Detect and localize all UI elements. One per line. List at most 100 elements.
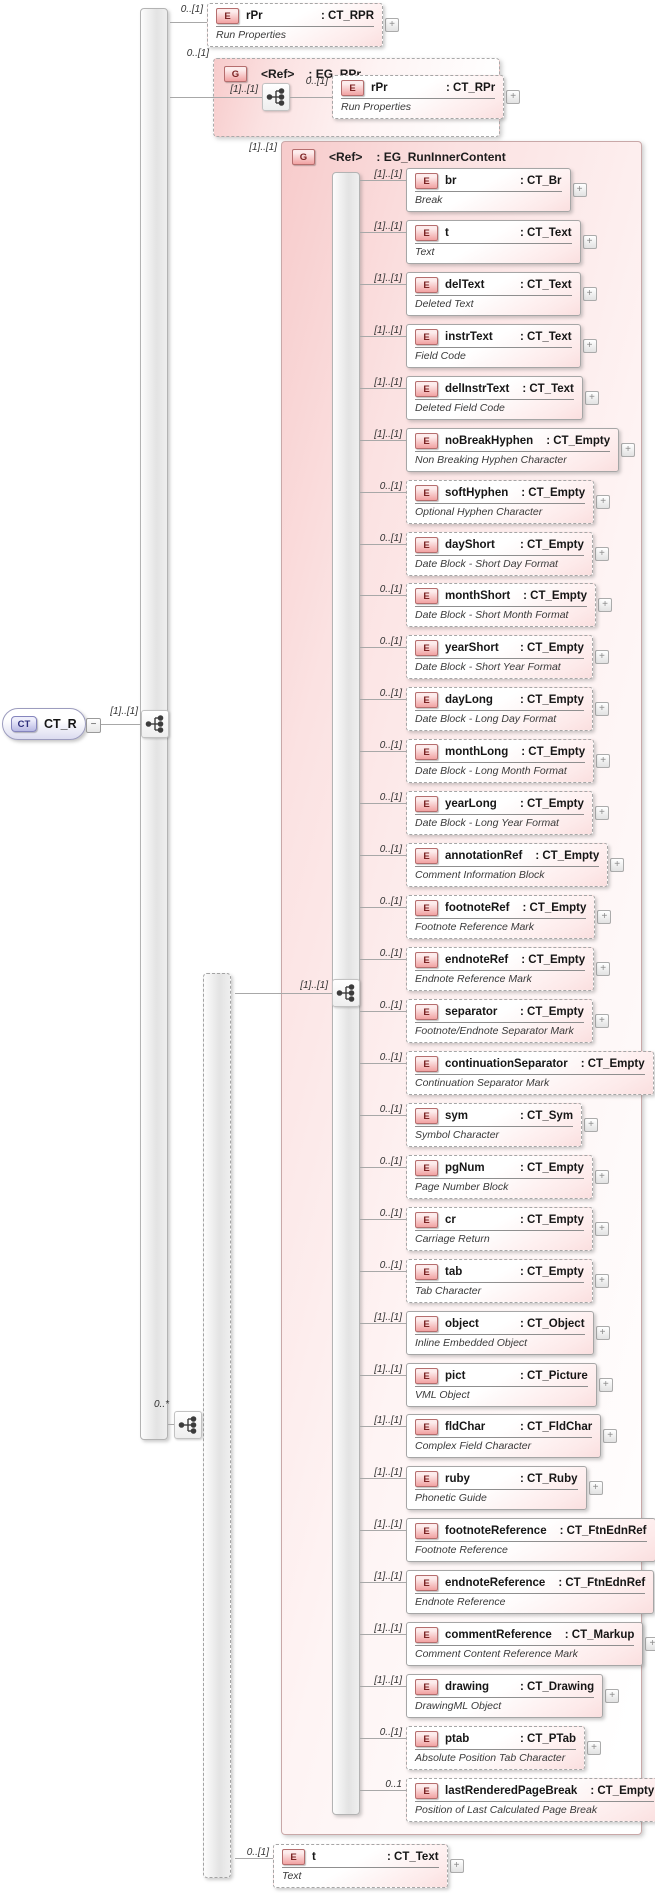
element-row: [1]..[1] E commentReference : CT_Markup …: [360, 1622, 655, 1666]
element-card[interactable]: E fldChar : CT_FldChar Complex Field Cha…: [406, 1414, 602, 1458]
element-card[interactable]: E delInstrText : CT_Text Deleted Field C…: [406, 376, 583, 420]
element-badge: E: [415, 796, 438, 812]
expand-button[interactable]: +: [584, 391, 599, 405]
expand-button[interactable]: +: [598, 1378, 613, 1392]
element-card[interactable]: E pict : CT_Picture VML Object: [406, 1363, 597, 1407]
element-card-rpr[interactable]: E rPr : CT_RPR Run Properties: [207, 3, 384, 47]
cardinality-label: [1]..[1]: [374, 169, 402, 180]
connector-line: [360, 1167, 406, 1168]
expand-button[interactable]: +: [596, 962, 611, 976]
expand-button[interactable]: +: [582, 339, 597, 353]
element-card[interactable]: E drawing : CT_Drawing DrawingML Object: [406, 1674, 604, 1718]
expand-button[interactable]: +: [605, 1689, 620, 1703]
element-row: [1]..[1] E drawing : CT_Drawing DrawingM…: [360, 1674, 620, 1718]
element-badge: E: [415, 640, 438, 656]
element-type: : CT_Empty: [520, 1266, 584, 1278]
expand-button[interactable]: +: [621, 443, 636, 457]
expand-button[interactable]: +: [594, 1274, 609, 1288]
element-annotation: Comment Information Block: [415, 869, 545, 881]
expand-button[interactable]: +: [645, 1637, 655, 1651]
expand-button[interactable]: +: [582, 235, 597, 249]
choice-icon[interactable]: [332, 979, 360, 1007]
element-card[interactable]: E instrText : CT_Text Field Code: [406, 324, 581, 368]
expand-button[interactable]: +: [506, 90, 521, 104]
sequence-icon[interactable]: [262, 83, 290, 111]
expand-button[interactable]: +: [584, 1118, 599, 1132]
expand-button[interactable]: +: [594, 650, 609, 664]
element-card-rpr-inner[interactable]: E rPr : CT_RPr Run Properties: [332, 75, 505, 119]
element-card[interactable]: E dayShort : CT_Empty Date Block - Short…: [406, 532, 593, 576]
expand-button[interactable]: +: [385, 18, 400, 32]
card-divider: [415, 1386, 588, 1387]
element-card[interactable]: E sym : CT_Sym Symbol Character: [406, 1103, 583, 1147]
element-card[interactable]: E cr : CT_Empty Carriage Return: [406, 1207, 593, 1251]
group-header[interactable]: G <Ref> : EG_RunInnerContent: [282, 142, 641, 167]
expand-button[interactable]: +: [610, 858, 625, 872]
element-card-t[interactable]: E t : CT_Text Text: [273, 1844, 448, 1888]
expand-button[interactable]: +: [594, 702, 609, 716]
expand-button[interactable]: +: [598, 598, 613, 612]
element-card[interactable]: E separator : CT_Empty Footnote/Endnote …: [406, 999, 593, 1043]
expand-button[interactable]: +: [603, 1429, 618, 1443]
expand-button[interactable]: +: [594, 1222, 609, 1236]
root-node-ct-r[interactable]: CT CT_R: [2, 708, 86, 740]
element-card[interactable]: E commentReference : CT_Markup Comment C…: [406, 1622, 644, 1666]
expand-button[interactable]: +: [594, 547, 609, 561]
sequence-icon[interactable]: [174, 1411, 202, 1439]
element-card[interactable]: E footnoteRef : CT_Empty Footnote Refere…: [406, 895, 596, 939]
expand-button[interactable]: +: [582, 287, 597, 301]
element-row-t: 0..[1] E t : CT_Text Text +: [235, 1844, 464, 1888]
element-row: [1]..[1] E ruby : CT_Ruby Phonetic Guide…: [360, 1466, 603, 1510]
expand-button[interactable]: +: [594, 1014, 609, 1028]
element-card[interactable]: E yearShort : CT_Empty Date Block - Shor…: [406, 635, 593, 679]
element-card[interactable]: E footnoteReference : CT_FtnEdnRef Footn…: [406, 1518, 655, 1562]
element-card[interactable]: E yearLong : CT_Empty Date Block - Long …: [406, 791, 593, 835]
expand-button[interactable]: +: [594, 1170, 609, 1184]
element-type: : CT_FtnEdnRef: [558, 1577, 646, 1589]
element-card[interactable]: E softHyphen : CT_Empty Optional Hyphen …: [406, 480, 595, 524]
element-card[interactable]: E monthLong : CT_Empty Date Block - Long…: [406, 739, 595, 783]
element-badge: E: [415, 900, 438, 916]
collapse-button[interactable]: −: [86, 718, 101, 733]
expand-button[interactable]: +: [595, 1326, 610, 1340]
expand-button[interactable]: +: [449, 1859, 464, 1873]
expand-button[interactable]: +: [596, 754, 611, 768]
cardinality-label: 0..[1]: [379, 948, 402, 959]
element-card[interactable]: E t : CT_Text Text: [406, 220, 581, 264]
expand-button[interactable]: +: [594, 806, 609, 820]
connector-line: [360, 595, 406, 596]
element-card[interactable]: E ruby : CT_Ruby Phonetic Guide: [406, 1466, 587, 1510]
element-card[interactable]: E pgNum : CT_Empty Page Number Block: [406, 1155, 593, 1199]
element-card[interactable]: E annotationRef : CT_Empty Comment Infor…: [406, 843, 609, 887]
element-annotation: Date Block - Long Year Format: [415, 817, 559, 829]
element-card[interactable]: E ptab : CT_PTab Absolute Position Tab C…: [406, 1726, 586, 1770]
expand-button[interactable]: +: [588, 1481, 603, 1495]
element-row: [1]..[1] E endnoteReference : CT_FtnEdnR…: [360, 1570, 655, 1614]
expand-button[interactable]: +: [596, 495, 611, 509]
element-card[interactable]: E dayLong : CT_Empty Date Block - Long D…: [406, 687, 593, 731]
card-divider: [415, 191, 562, 192]
cardinality-label: [1]..[1]: [374, 1415, 402, 1426]
element-card[interactable]: E object : CT_Object Inline Embedded Obj…: [406, 1311, 594, 1355]
element-card[interactable]: E endnoteRef : CT_Empty Endnote Referenc…: [406, 947, 595, 991]
connector-line: [98, 724, 142, 725]
sequence-icon[interactable]: [141, 710, 169, 738]
element-card[interactable]: E delText : CT_Text Deleted Text: [406, 272, 581, 316]
element-card[interactable]: E continuationSeparator : CT_Empty Conti…: [406, 1051, 654, 1095]
expand-button[interactable]: +: [597, 910, 612, 924]
group-header[interactable]: G <Ref> : EG_RPr: [214, 59, 499, 84]
element-card[interactable]: E br : CT_Br Break: [406, 168, 571, 212]
element-card[interactable]: E monthShort : CT_Empty Date Block - Sho…: [406, 583, 597, 627]
element-card[interactable]: E noBreakHyphen : CT_Empty Non Breaking …: [406, 428, 620, 472]
expand-button[interactable]: +: [587, 1741, 602, 1755]
element-card[interactable]: E lastRenderedPageBreak : CT_Empty Posit…: [406, 1778, 655, 1822]
element-card[interactable]: E tab : CT_Empty Tab Character: [406, 1259, 593, 1303]
card-divider: [415, 658, 584, 659]
cardinality-label: 0..[1]: [379, 1000, 402, 1011]
expand-button[interactable]: +: [572, 183, 587, 197]
element-row: [1]..[1] E object : CT_Object Inline Emb…: [360, 1311, 610, 1355]
element-row: [1]..[1] E delInstrText : CT_Text Delete…: [360, 376, 599, 420]
element-card[interactable]: E endnoteReference : CT_FtnEdnRef Endnot…: [406, 1570, 655, 1614]
complex-type-badge: CT: [11, 716, 37, 732]
